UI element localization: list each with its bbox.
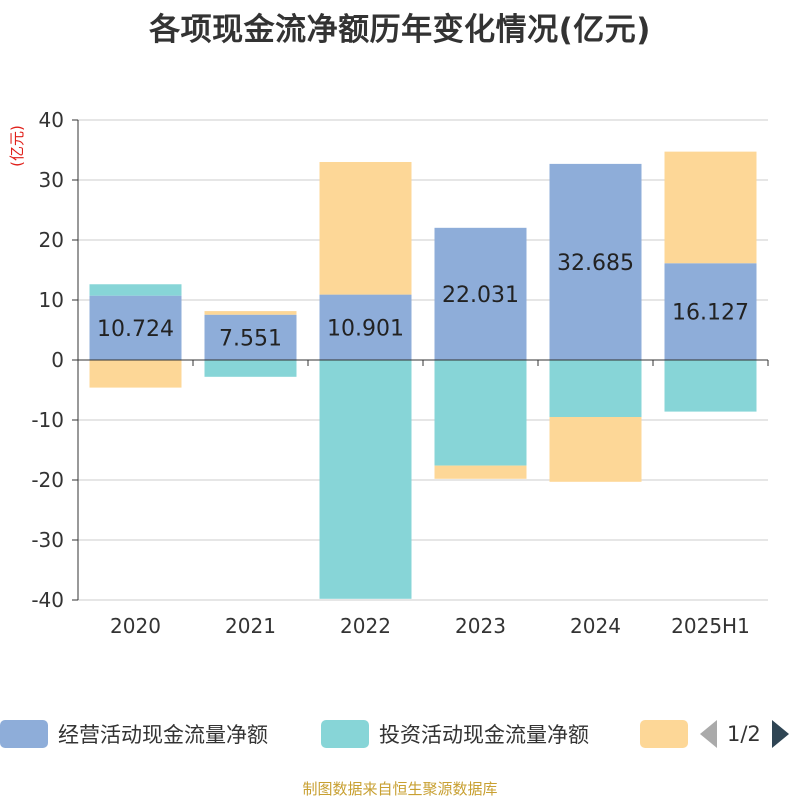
stacked-bar-chart: -40 -30 -20 -10 0 10 20 30 40 2020 2021 2022 2023 202… (8, 108, 769, 638)
y-tick-label: -20 (31, 468, 64, 492)
bar-series1-2025H1[interactable] (664, 360, 757, 412)
y-axis-label: (亿元) (8, 125, 26, 167)
grid-lines (78, 119, 768, 601)
y-tick-label: -40 (31, 588, 64, 612)
data-label-2021: 7.551 (219, 326, 282, 351)
data-label-2022: 10.901 (327, 316, 404, 341)
legend-label-investing: 投资活动现金流量净额 (379, 723, 589, 747)
bar-series2-2022[interactable] (319, 161, 412, 295)
legend-page-indicator: 1/2 (727, 722, 761, 746)
y-tick-label: 0 (51, 348, 64, 372)
data-label-2024: 32.685 (557, 251, 634, 276)
data-label-2025H1: 16.127 (672, 301, 749, 326)
y-tick-label: 40 (39, 108, 64, 132)
bar-series0-2024[interactable] (549, 163, 642, 360)
bar-series0-2020[interactable] (89, 295, 182, 360)
bars (89, 151, 757, 599)
x-tick-label: 2023 (455, 614, 506, 638)
bar-series0-2022[interactable] (319, 294, 412, 360)
bar-series1-2021[interactable] (204, 360, 297, 377)
legend-swatch-third (640, 720, 688, 748)
x-tick-label: 2020 (110, 614, 161, 638)
legend-item-operating[interactable]: 经营活动现金流量净额 (0, 716, 268, 752)
chart-title: 各项现金流净额历年变化情况(亿元) (149, 12, 651, 48)
legend-label-operating: 经营活动现金流量净额 (58, 723, 268, 747)
legend: 经营活动现金流量净额 投资活动现金流量净额 1/2 (0, 716, 800, 756)
legend-swatch-operating (0, 720, 48, 748)
x-tick-label: 2021 (225, 614, 276, 638)
bar-series0-2023[interactable] (434, 227, 527, 360)
legend-item-investing[interactable]: 投资活动现金流量净额 (321, 716, 589, 752)
data-labels: 10.724 7.551 10.901 22.031 32.685 16.127 (97, 251, 749, 351)
bar-series1-2020[interactable] (89, 284, 182, 296)
legend-swatch-investing (321, 720, 369, 748)
data-label-2020: 10.724 (97, 317, 174, 342)
bar-series1-2023[interactable] (434, 360, 527, 466)
legend-next-arrow-icon[interactable] (771, 720, 789, 748)
y-tick-label: -30 (31, 528, 64, 552)
y-tick-label: 10 (39, 288, 64, 312)
x-tick-label: 2025H1 (671, 614, 750, 638)
bar-series2-2025H1[interactable] (664, 151, 757, 264)
y-tick-label: 20 (39, 228, 64, 252)
bar-series2-2020[interactable] (89, 360, 182, 388)
y-tick-label: 30 (39, 168, 64, 192)
legend-pager: 1/2 (700, 716, 789, 752)
x-tick-label: 2024 (570, 614, 621, 638)
bar-series0-2021[interactable] (204, 314, 297, 360)
bar-series2-2023[interactable] (434, 465, 527, 479)
data-label-2023: 22.031 (442, 283, 519, 308)
bar-series2-2024[interactable] (549, 417, 642, 482)
bar-series1-2024[interactable] (549, 360, 642, 417)
axes: -40 -30 -20 -10 0 10 20 30 40 2020 2021 2022 2023 202… (31, 108, 769, 638)
source-note: 制图数据来自恒生聚源数据库 (302, 780, 498, 798)
y-tick-label: -10 (31, 408, 64, 432)
bar-series0-2025H1[interactable] (664, 263, 757, 360)
legend-item-third[interactable] (640, 716, 688, 752)
bar-series2-2021[interactable] (204, 311, 297, 315)
bar-series1-2022[interactable] (319, 360, 412, 599)
x-tick-label: 2022 (340, 614, 391, 638)
legend-prev-arrow-icon[interactable] (700, 720, 717, 748)
